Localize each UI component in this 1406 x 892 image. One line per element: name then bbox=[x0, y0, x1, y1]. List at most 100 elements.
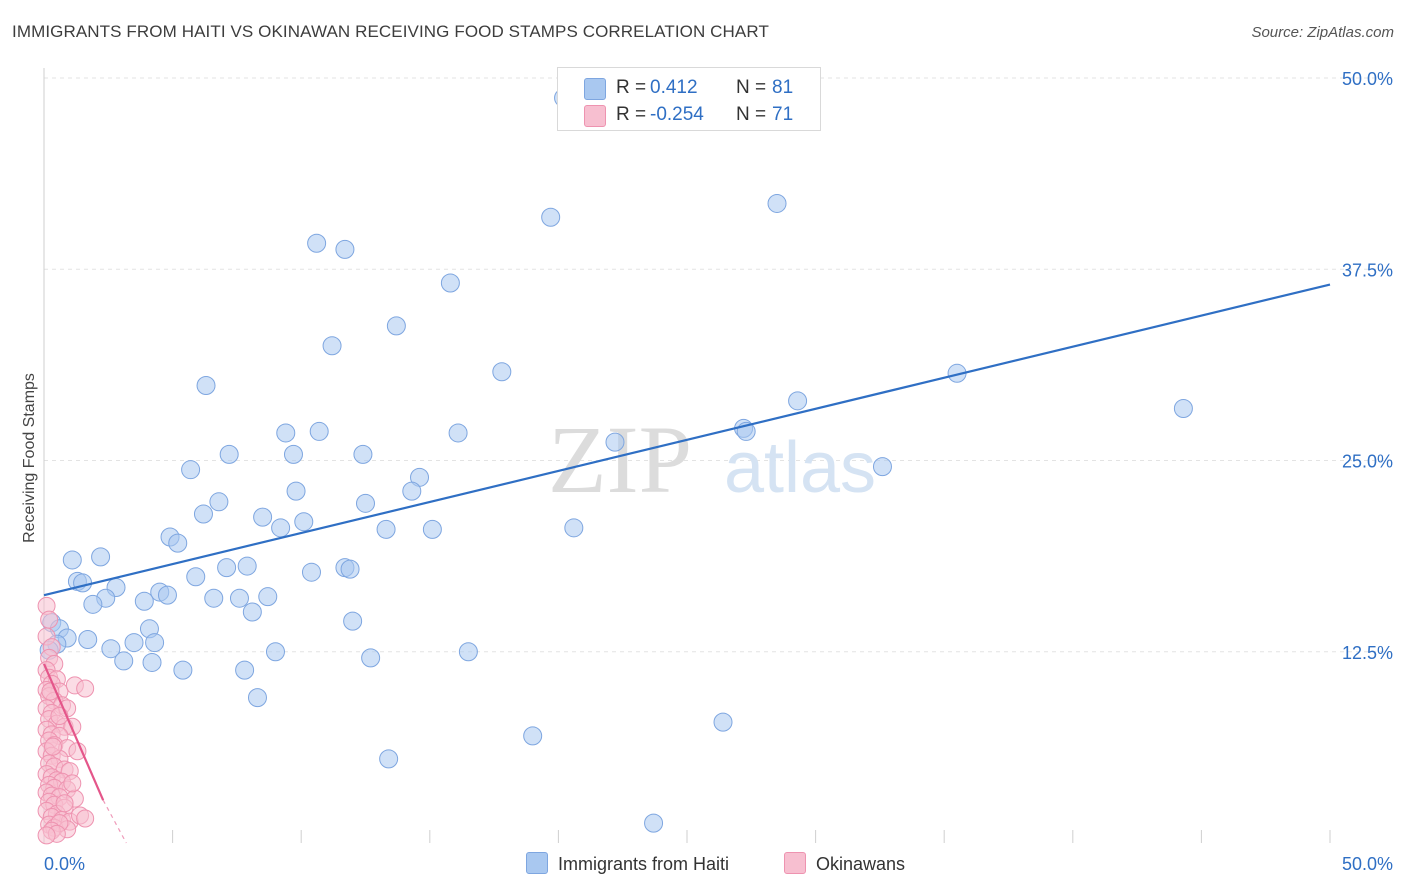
okinawan-point bbox=[37, 826, 56, 845]
haiti-point bbox=[644, 813, 664, 833]
haiti-point bbox=[448, 423, 468, 443]
haiti-point bbox=[713, 712, 733, 732]
haiti-point bbox=[124, 633, 144, 653]
haiti-point bbox=[145, 633, 165, 653]
haiti-point bbox=[872, 457, 892, 477]
haiti-point bbox=[605, 432, 625, 452]
r-value: 0.412 bbox=[650, 77, 698, 98]
haiti-point bbox=[181, 460, 201, 480]
haiti-point bbox=[83, 594, 103, 614]
haiti-point bbox=[73, 573, 93, 593]
haiti-point bbox=[1173, 398, 1193, 418]
haiti-point bbox=[286, 481, 306, 501]
okinawan-point bbox=[76, 809, 95, 828]
haiti-point bbox=[307, 233, 327, 253]
haiti-point bbox=[356, 493, 375, 513]
haiti-point bbox=[541, 207, 561, 227]
haiti-point bbox=[217, 558, 237, 578]
okinawan-point bbox=[44, 737, 63, 756]
haiti-point bbox=[402, 481, 422, 501]
haiti-point bbox=[219, 444, 239, 464]
haiti-point bbox=[440, 273, 460, 293]
x-tick-label: 0.0% bbox=[44, 854, 85, 874]
n-value: 71 bbox=[772, 104, 794, 125]
y-tick-label: 12.5% bbox=[1342, 643, 1393, 663]
legend-item-haiti[interactable]: Immigrants from Haiti bbox=[526, 852, 729, 875]
haiti-point bbox=[294, 512, 314, 532]
haiti-point bbox=[301, 562, 321, 582]
haiti-point bbox=[204, 588, 224, 608]
y-tick-label: 37.5% bbox=[1342, 260, 1393, 280]
haiti-point bbox=[492, 362, 512, 382]
haiti-point bbox=[340, 559, 360, 579]
haiti-point bbox=[361, 648, 381, 668]
haiti-point bbox=[186, 567, 206, 587]
haiti-point bbox=[322, 336, 342, 356]
haiti-point bbox=[265, 642, 285, 662]
haiti-point bbox=[62, 550, 82, 570]
haiti-trend-line bbox=[43, 283, 1331, 597]
legend-swatch-okinawans bbox=[784, 852, 806, 874]
legend-item-okinawans[interactable]: Okinawans bbox=[784, 852, 905, 875]
haiti-point bbox=[353, 444, 373, 464]
haiti-point bbox=[376, 519, 396, 539]
haiti-point bbox=[271, 518, 291, 538]
okinawan-point bbox=[40, 610, 59, 629]
stats-row-okinawans: R = -0.254 N = 71 bbox=[558, 103, 820, 129]
haiti-point bbox=[142, 652, 162, 672]
r-label: R = bbox=[616, 104, 647, 125]
x-tick-label: 50.0% bbox=[1342, 854, 1393, 874]
haiti-point bbox=[247, 688, 267, 708]
watermark: ZIP atlas bbox=[548, 406, 876, 513]
watermark-zip: ZIP bbox=[548, 406, 692, 513]
haiti-point bbox=[335, 239, 355, 259]
haiti-point bbox=[283, 444, 303, 464]
okinawan-point bbox=[63, 774, 82, 793]
haiti-point bbox=[767, 193, 787, 213]
haiti-point bbox=[134, 591, 154, 611]
chart-title: IMMIGRANTS FROM HAITI VS OKINAWAN RECEIV… bbox=[12, 22, 769, 41]
n-label: N = bbox=[736, 104, 767, 125]
legend-label-okinawans: Okinawans bbox=[816, 854, 906, 874]
haiti-point bbox=[258, 587, 278, 607]
haiti-point bbox=[101, 639, 121, 659]
haiti-point bbox=[253, 507, 273, 527]
haiti-point bbox=[193, 504, 213, 524]
haiti-point bbox=[458, 642, 478, 662]
haiti-point bbox=[379, 749, 399, 769]
haiti-point bbox=[564, 518, 584, 538]
haiti-point bbox=[386, 316, 406, 336]
y-tick-label: 25.0% bbox=[1342, 452, 1393, 472]
legend-swatch-haiti bbox=[526, 852, 548, 874]
haiti-point bbox=[309, 421, 329, 441]
haiti-point bbox=[196, 376, 216, 396]
haiti-point bbox=[168, 533, 188, 553]
haiti-point bbox=[91, 547, 111, 567]
haiti-point bbox=[229, 588, 249, 608]
n-label: N = bbox=[736, 77, 767, 98]
haiti-point bbox=[78, 630, 98, 650]
stats-row-haiti: R = 0.412 N = 81 bbox=[558, 76, 820, 102]
haiti-point bbox=[276, 423, 296, 443]
source-label: Source: ZipAtlas.com bbox=[1251, 24, 1394, 41]
legend-label-haiti: Immigrants from Haiti bbox=[558, 854, 730, 874]
r-label: R = bbox=[616, 77, 647, 98]
haiti-point bbox=[343, 611, 363, 631]
r-value: -0.254 bbox=[650, 104, 704, 125]
haiti-point bbox=[209, 492, 229, 512]
tick-labels: 12.5% 25.0% 37.5% 50.0% 0.0% 50.0% bbox=[44, 69, 1393, 874]
haiti-point bbox=[788, 391, 808, 411]
okinawan-point bbox=[76, 679, 95, 698]
haiti-point bbox=[235, 660, 255, 680]
haiti-point bbox=[173, 660, 193, 680]
y-tick-label: 50.0% bbox=[1342, 69, 1393, 89]
stats-box: R = 0.412 N = 81 R = -0.254 N = 71 bbox=[557, 67, 821, 131]
haiti-point bbox=[237, 556, 257, 576]
haiti-point bbox=[242, 602, 262, 622]
haiti-point bbox=[422, 519, 442, 539]
watermark-atlas: atlas bbox=[724, 428, 876, 508]
n-value: 81 bbox=[772, 77, 794, 98]
stats-swatch-okinawans bbox=[584, 105, 606, 127]
haiti-point bbox=[523, 726, 543, 746]
